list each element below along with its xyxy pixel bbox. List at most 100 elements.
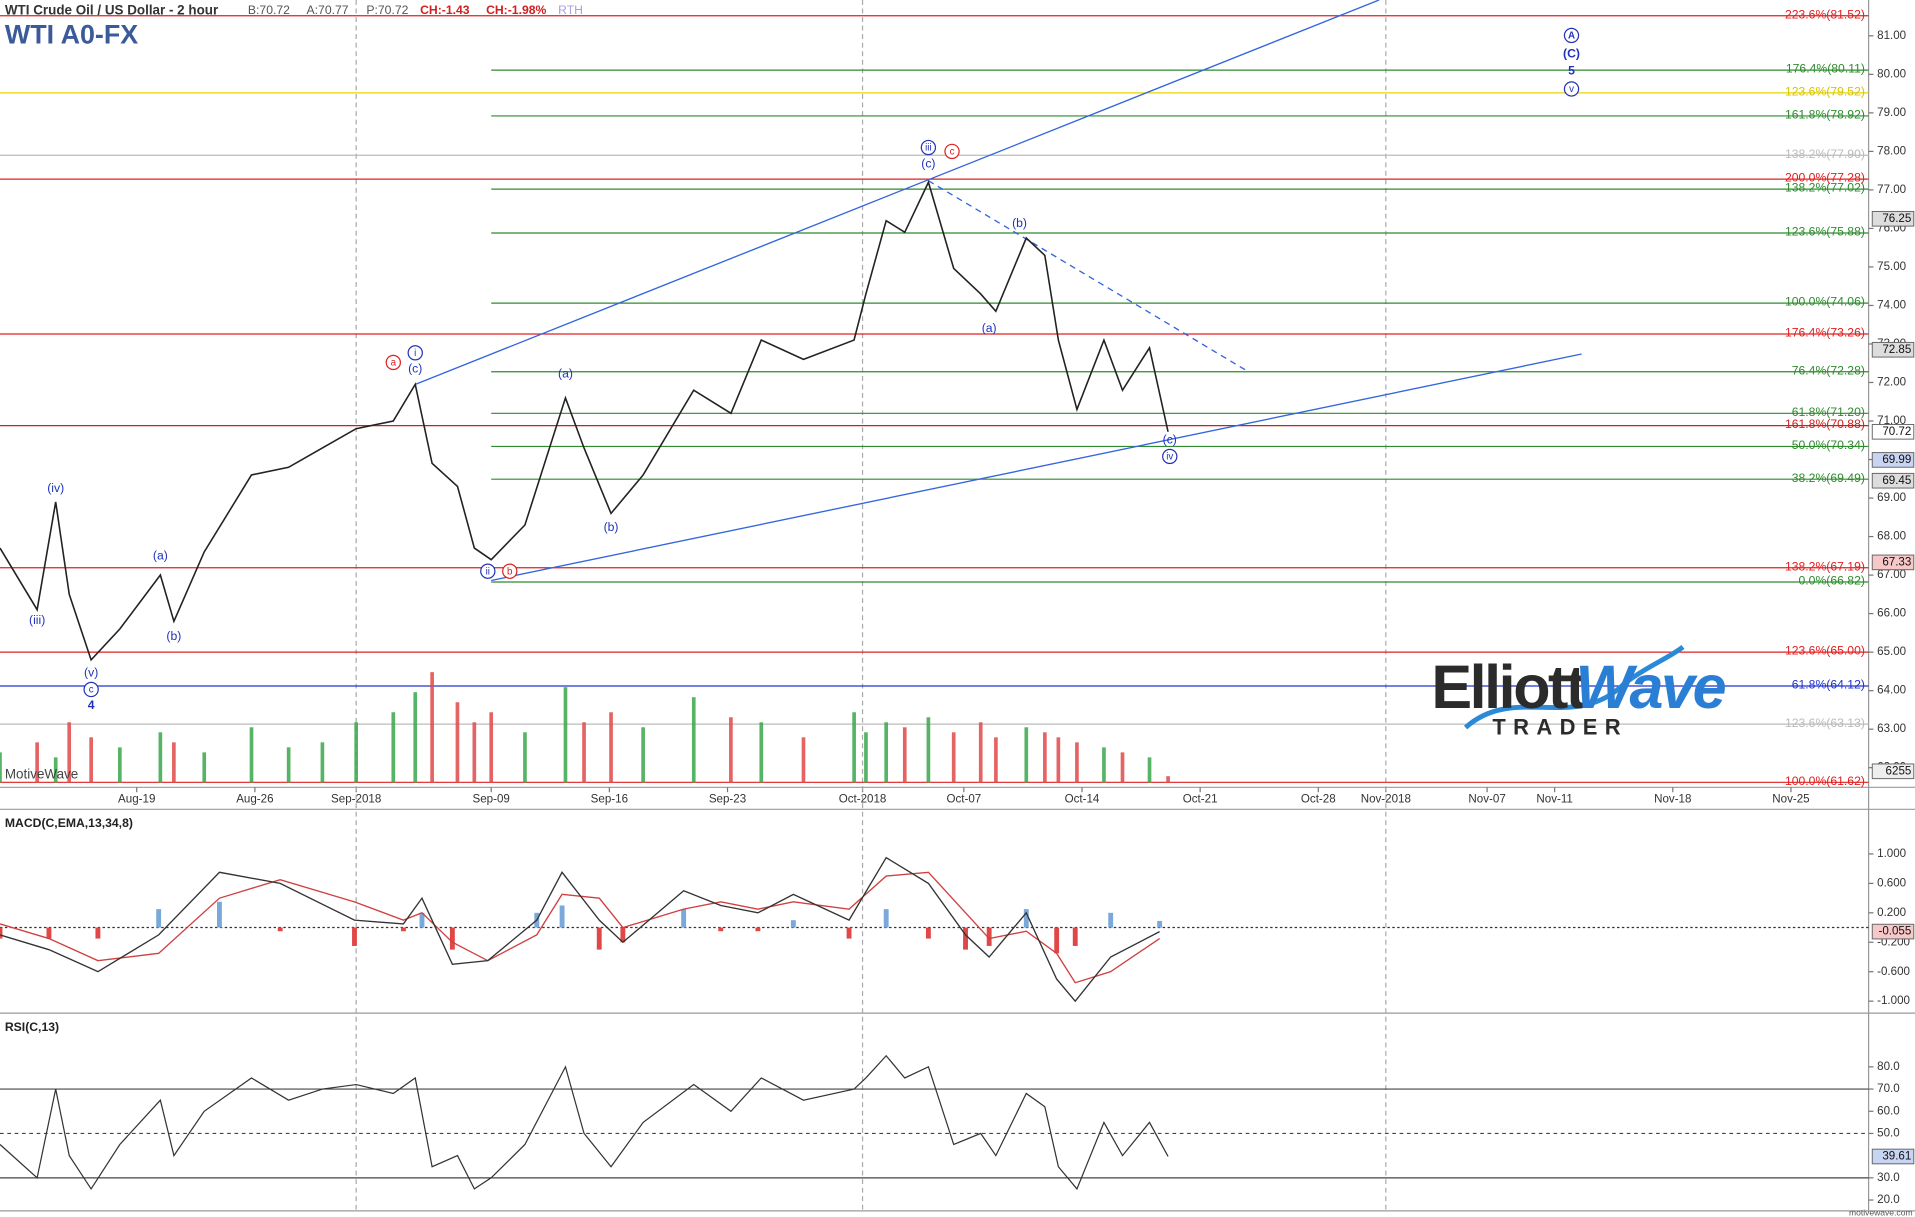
histogram-bar <box>1054 927 1060 954</box>
histogram-bar <box>1157 920 1163 928</box>
y-tick-label: 63.00 <box>1877 723 1906 735</box>
y-tick-label: 72.00 <box>1877 377 1906 389</box>
volume-bar <box>320 742 325 783</box>
volume-bar <box>902 727 907 783</box>
fib-level-label: 176.4%(73.26) <box>1785 326 1865 340</box>
x-tick-label: Sep-23 <box>709 794 746 806</box>
volume-bar <box>926 717 931 783</box>
rsi-tag <box>1871 1148 1915 1165</box>
session: RTH <box>558 3 583 17</box>
volume-bar <box>1024 727 1029 783</box>
trendline <box>928 180 1250 373</box>
instrument: WTI Crude Oil / US Dollar - 2 hour <box>5 3 219 18</box>
fib-level-label: 61.8%(64.12) <box>1792 678 1865 692</box>
watermark: MotiveWave <box>5 767 78 782</box>
logo-trader: TRADER <box>1492 715 1628 740</box>
volume-bar <box>852 712 856 783</box>
fib-level-label: 123.6%(75.88) <box>1785 225 1865 239</box>
y-tick-label: 69.00 <box>1877 492 1906 504</box>
volume-bar <box>286 747 291 783</box>
panel-title: MACD(C,EMA,13,34,8) <box>5 816 133 830</box>
histogram-bar <box>352 927 357 946</box>
fib-level-label: 123.6%(65.00) <box>1785 644 1865 658</box>
logo-elliott: Elliott <box>1431 653 1586 721</box>
logo-swoosh <box>1463 645 1685 730</box>
y-tick-label: 0.600 <box>1877 877 1906 889</box>
price-tag <box>1871 423 1915 440</box>
fib-level-label: 61.8%(71.20) <box>1792 405 1865 419</box>
histogram-bar <box>1072 927 1078 946</box>
wave-label: a <box>391 358 397 369</box>
x-tick-label: Nov-25 <box>1772 794 1809 806</box>
wave-label-circle <box>1563 27 1580 44</box>
fib-level-label: 76.4%(72.28) <box>1792 363 1865 377</box>
volume-bar <box>455 702 460 783</box>
volume-bar <box>523 732 527 783</box>
price-tag <box>1871 554 1915 571</box>
y-tick-label: 79.00 <box>1877 107 1906 119</box>
wave-label: (v) <box>84 665 98 679</box>
histogram-bar <box>925 927 931 939</box>
x-tick-label: Oct-28 <box>1301 794 1336 806</box>
x-tick-label: Nov-07 <box>1468 794 1505 806</box>
wave-label: iii <box>925 143 932 154</box>
histogram-bar <box>449 927 455 950</box>
price-tag <box>1871 341 1915 358</box>
volume-bar <box>801 737 806 783</box>
y-tick-label: 80.00 <box>1877 68 1906 80</box>
y-tick-label: 1.000 <box>1877 848 1906 860</box>
wave-label: (iii) <box>29 613 45 627</box>
fib-level-label: 50.0%(70.34) <box>1792 438 1865 452</box>
price-tag <box>1871 472 1915 489</box>
logo-wave: Wave <box>1575 653 1725 721</box>
price-tag-label: 69.99 <box>1882 454 1911 466</box>
fib-level-label: 176.4%(80.11) <box>1786 62 1865 76</box>
volume-bar <box>413 692 418 783</box>
x-tick-label: Aug-19 <box>118 794 155 806</box>
volume-bar <box>35 742 39 783</box>
y-tick-label: 75.00 <box>1877 261 1906 273</box>
volume-bar <box>53 757 58 783</box>
logo: Elliott Wave TRADER <box>1431 645 1728 740</box>
y-tick-label: 50.0 <box>1877 1128 1900 1140</box>
panel-title: RSI(C,13) <box>5 1020 59 1034</box>
volume-bar <box>641 727 645 783</box>
y-tick-label: 76.00 <box>1877 222 1906 234</box>
wave-label-circle <box>480 563 496 579</box>
y-tick-label: 20.0 <box>1877 1194 1900 1206</box>
change-pct: CH:-1.98% <box>486 3 546 17</box>
symbol: WTI A0-FX <box>5 20 138 50</box>
wave-label: (c) <box>1163 432 1177 446</box>
wave-label: (c) <box>408 361 422 375</box>
wave-label-circle <box>407 345 423 361</box>
volume-bar <box>118 747 122 783</box>
price-tag-label: 69.45 <box>1882 475 1911 487</box>
histogram-bar <box>400 927 406 932</box>
wave-label: (iv) <box>47 481 64 495</box>
y-tick-label: 81.00 <box>1877 30 1906 42</box>
volume-bar <box>691 697 696 783</box>
histogram-bar <box>883 909 889 928</box>
x-tick-label: Oct-07 <box>946 794 981 806</box>
volume-bar <box>609 712 613 783</box>
wave-label-circle <box>920 139 937 156</box>
wave-label: (c) <box>921 157 935 171</box>
wave-label-circle <box>944 143 960 160</box>
histogram-bar <box>419 912 425 928</box>
histogram-bar <box>620 927 626 943</box>
histogram-bar <box>1023 909 1029 928</box>
y-tick-label: 0.200 <box>1877 907 1906 919</box>
fib-level-label: 123.6%(79.52) <box>1785 84 1865 98</box>
wave-label: (C) <box>1563 46 1580 60</box>
wave-label: A <box>1568 31 1575 42</box>
price-tag-label: 72.85 <box>1882 344 1911 356</box>
volume-bar <box>759 722 764 783</box>
fib-level-label: 138.2%(77.90) <box>1785 147 1865 161</box>
bid: B:70.72 <box>248 3 290 17</box>
histogram-bar <box>681 909 687 928</box>
x-tick-label: Aug-26 <box>236 794 273 806</box>
volume-bar <box>1056 737 1061 783</box>
